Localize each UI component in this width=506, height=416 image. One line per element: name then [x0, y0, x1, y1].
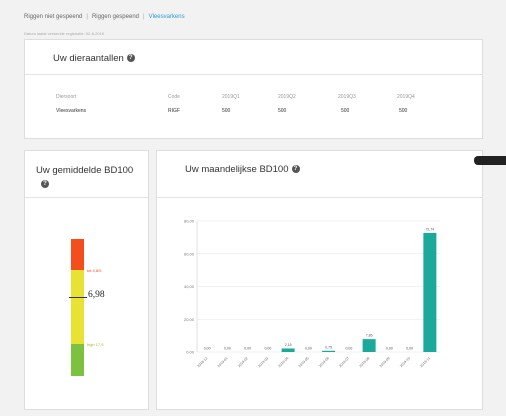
bar-value-label: 0,00	[345, 347, 352, 351]
bar-value-label: 0,00	[406, 347, 413, 351]
table-cell-2019q1: 500	[222, 108, 231, 114]
table-cell-diersoort: Vleesvarkens	[56, 108, 87, 114]
x-tick-label: 2019-05	[298, 356, 310, 368]
animal-counts-title: Uw dieraantallen?	[53, 53, 135, 64]
average-bd100-title-text: Uw gemiddelde BD100	[36, 165, 134, 176]
breadcrumb-item-riggen-niet-gespeend[interactable]: Riggen niet gespeend	[24, 14, 83, 20]
bar-2019-04	[281, 348, 295, 352]
bar-value-label: 0,00	[244, 347, 251, 351]
table-header-2019q1: 2019Q1	[222, 94, 240, 100]
gauge-value-marker	[69, 297, 87, 298]
breadcrumb-separator: |	[86, 14, 88, 20]
bar-value-label: 0,75	[325, 345, 332, 349]
x-tick-label: 2019-04	[277, 356, 289, 368]
x-tick-label: 2019-08	[358, 356, 370, 368]
y-tick-label: 40,00	[184, 284, 195, 289]
x-tick-label: 2019-03	[257, 356, 269, 368]
monthly-bd100-header: Uw maandelijkse BD100?	[157, 151, 482, 198]
table-cell-2019q3: 500	[341, 108, 350, 114]
average-bd100-card: Uw gemiddelde BD100 ? tot 4,8/5 6,98 hig…	[24, 150, 149, 410]
side-tab[interactable]	[474, 156, 506, 165]
bar-value-label: 0,00	[386, 347, 393, 351]
help-icon[interactable]: ?	[41, 180, 49, 189]
gauge-yellow-zone	[71, 270, 84, 344]
animal-counts-title-text: Uw dieraantallen	[53, 53, 124, 64]
y-tick-label: 60,00	[184, 251, 195, 256]
monthly-bd100-title-text: Uw maandelijkse BD100	[185, 164, 289, 175]
breadcrumb-item-riggen-gespeend[interactable]: Riggen gespeend	[91, 14, 139, 20]
breadcrumb-item-vleesvarkens[interactable]: Vleesvarkens	[148, 14, 185, 20]
x-tick-label: 2019-01	[217, 356, 229, 368]
average-bd100-header: Uw gemiddelde BD100 ?	[25, 151, 148, 198]
table-cell-2019q4: 500	[399, 108, 408, 114]
bar-2019-11	[423, 232, 437, 352]
table-header-2019q2: 2019Q2	[278, 94, 296, 100]
bar-value-label: 7,86	[366, 334, 373, 338]
gauge-upper-threshold-label: tot 4,8/5	[87, 268, 102, 273]
animal-counts-card: Uw dieraantallen? Diersoort Code 2019Q1 …	[24, 39, 483, 139]
x-tick-label: 2019-10	[399, 356, 411, 368]
table-cell-code: RIGF	[168, 108, 180, 114]
table-header-2019q4: 2019Q4	[397, 94, 415, 100]
monthly-bd100-card: Uw maandelijkse BD100? 0,00 20,00 40,00 60,…	[156, 150, 483, 410]
bd100-gauge	[71, 239, 84, 376]
table-cell-2019q2: 500	[278, 108, 287, 114]
bar-value-label: 72,74	[425, 227, 434, 231]
gauge-lower-threshold-label: high 17,5	[87, 342, 104, 347]
help-icon[interactable]: ?	[291, 165, 300, 174]
gauge-red-zone	[71, 239, 84, 270]
breadcrumb: Riggen niet gespeend | Riggen gespeend | Vle…	[24, 14, 185, 20]
average-bd100-title: Uw gemiddelde BD100 ?	[36, 164, 146, 192]
breadcrumb-separator: |	[143, 14, 145, 20]
y-tick-label: 20,00	[184, 317, 195, 322]
help-icon[interactable]: ?	[126, 54, 135, 63]
x-tick-label: 2018-12	[196, 356, 208, 368]
animal-counts-header: Uw dieraantallen?	[25, 40, 482, 75]
monthly-bd100-chart: 0,0020,0040,0060,0080,000,002018-120,002…	[184, 219, 440, 368]
bar-value-label: 0,00	[204, 347, 211, 351]
animal-counts-table: Diersoort Code 2019Q1 2019Q2 2019Q3 2019…	[25, 40, 484, 140]
x-tick-label: 2019-11	[419, 356, 431, 368]
bar-value-label: 0,00	[264, 347, 271, 351]
y-tick-label: 80,00	[184, 219, 195, 224]
y-tick-label: 0,00	[186, 350, 195, 355]
bar-2019-08	[362, 339, 376, 352]
bar-value-label: 0,00	[305, 347, 312, 351]
monthly-bd100-title: Uw maandelijkse BD100?	[185, 164, 300, 175]
x-tick-label: 2019-07	[338, 356, 350, 368]
bar-value-label: 0,00	[224, 347, 231, 351]
x-tick-label: 2019-09	[379, 356, 391, 368]
last-registration-date: Datum laatst verwerkte registratie: 02-8…	[24, 31, 105, 36]
x-tick-label: 2019-06	[318, 356, 330, 368]
table-header-2019q3: 2019Q3	[338, 94, 356, 100]
gauge-value: 6,98	[88, 290, 105, 300]
bar-value-label: 2,16	[285, 343, 292, 347]
table-header-code: Code	[168, 94, 180, 100]
gauge-green-zone	[71, 344, 84, 376]
x-tick-label: 2019-02	[237, 356, 249, 368]
table-header-diersoort: Diersoort	[56, 94, 77, 100]
bar-2019-06	[322, 350, 336, 352]
